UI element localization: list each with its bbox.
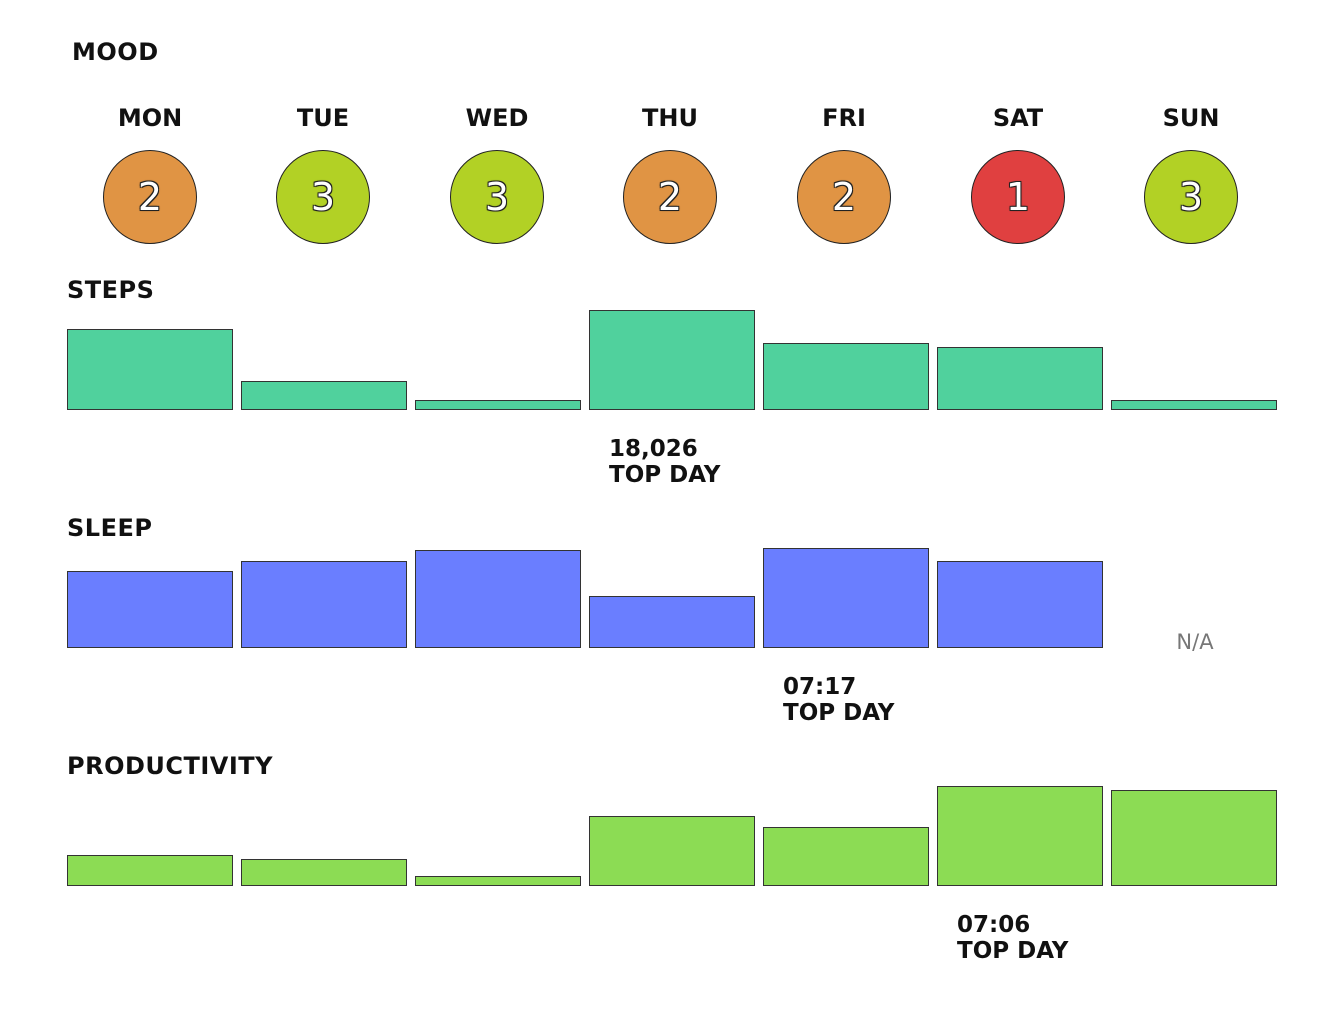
- day-label-sun: SUN: [1162, 104, 1220, 132]
- steps-top-day-value: 18,026: [609, 436, 698, 462]
- productivity-bar-mon: [67, 855, 233, 886]
- steps-top-day-caption: TOP DAY: [609, 462, 721, 488]
- mood-circle-sat: 1: [971, 150, 1065, 244]
- sleep-top-day-value: 07:17: [783, 674, 857, 700]
- steps-bar-tue: [241, 381, 407, 410]
- sleep-bar-sat: [937, 561, 1103, 648]
- steps-bar-thu: [589, 310, 755, 410]
- steps-bar-mon: [67, 329, 233, 410]
- steps-top-day-label: 18,026 TOP DAY: [609, 436, 720, 488]
- steps-bar-sat: [937, 347, 1103, 410]
- sleep-title: SLEEP: [67, 514, 153, 542]
- steps-title: STEPS: [67, 276, 155, 304]
- productivity-title: PRODUCTIVITY: [67, 752, 274, 780]
- sleep-top-day-label: 07:17 TOP DAY: [783, 674, 894, 726]
- sleep-top-day-caption: TOP DAY: [783, 700, 895, 726]
- productivity-top-day-label: 07:06 TOP DAY: [957, 912, 1068, 964]
- sleep-bar-tue: [241, 561, 407, 648]
- mood-circle-fri: 2: [797, 150, 891, 244]
- day-label-tue: TUE: [296, 104, 350, 132]
- productivity-bar-sat: [937, 786, 1103, 886]
- mood-circle-tue: 3: [276, 150, 370, 244]
- day-label-thu: THU: [642, 104, 698, 132]
- day-label-fri: FRI: [822, 104, 866, 132]
- steps-bar-fri: [763, 343, 929, 410]
- sleep-na-label: N/A: [1176, 630, 1214, 654]
- productivity-bar-tue: [241, 859, 407, 886]
- productivity-bar-thu: [589, 816, 755, 886]
- mood-title: MOOD: [72, 38, 159, 66]
- day-label-mon: MON: [117, 104, 183, 132]
- mood-circle-sun: 3: [1144, 150, 1238, 244]
- mood-circle-thu: 2: [623, 150, 717, 244]
- sleep-bar-thu: [589, 596, 755, 648]
- mood-circle-mon: 2: [103, 150, 197, 244]
- steps-bar-wed: [415, 400, 581, 410]
- day-label-wed: WED: [465, 104, 529, 132]
- productivity-top-day-caption: TOP DAY: [957, 938, 1069, 964]
- productivity-bar-fri: [763, 827, 929, 886]
- steps-bar-sun: [1111, 400, 1277, 410]
- productivity-top-day-value: 07:06: [957, 912, 1031, 938]
- sleep-bar-mon: [67, 571, 233, 648]
- productivity-bar-sun: [1111, 790, 1277, 886]
- day-label-sat: SAT: [992, 104, 1044, 132]
- productivity-bar-wed: [415, 876, 581, 886]
- mood-circle-wed: 3: [450, 150, 544, 244]
- sleep-bar-wed: [415, 550, 581, 648]
- sleep-bar-fri: [763, 548, 929, 648]
